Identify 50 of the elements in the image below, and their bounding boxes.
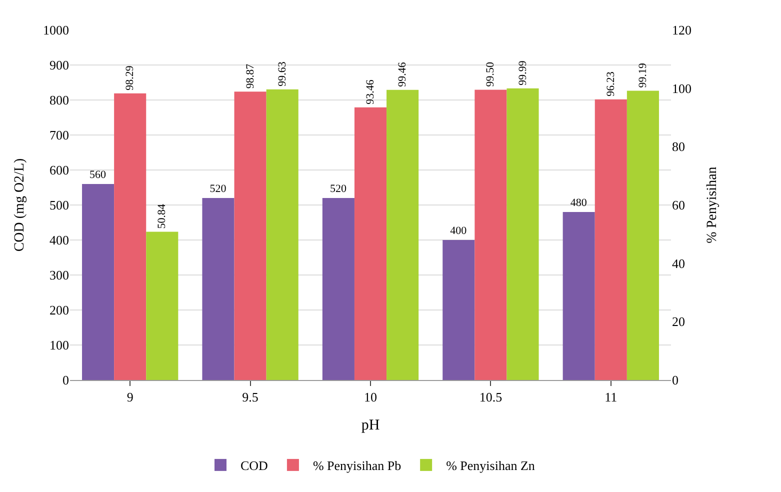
data-label: 99.46 xyxy=(396,62,409,87)
data-label: 96.23 xyxy=(604,71,617,96)
bar xyxy=(386,90,419,380)
y-tick-label: 100 xyxy=(50,338,69,353)
data-label: 99.99 xyxy=(516,60,529,86)
data-label: 520 xyxy=(330,183,347,195)
legend-label: % Penyisihan Pb xyxy=(312,458,402,474)
bar xyxy=(506,88,539,380)
data-label: 98.87 xyxy=(244,63,256,89)
bar xyxy=(474,90,507,380)
y-tick-label: 0 xyxy=(62,372,69,388)
data-label: 99.50 xyxy=(484,62,497,87)
data-label: 50.84 xyxy=(156,203,168,229)
data-label: 98.29 xyxy=(124,65,136,90)
y2-tick-label: 80 xyxy=(672,139,685,154)
x-tick-label: 9.5 xyxy=(242,390,258,405)
x-tick-label: 10 xyxy=(364,390,377,405)
y-tick-label: 1000 xyxy=(43,22,69,38)
y-tick-label: 600 xyxy=(50,162,69,178)
y2-axis-title: % Penyisihan xyxy=(704,166,720,244)
x-tick-label: 9 xyxy=(126,390,134,405)
y-tick-label: 700 xyxy=(50,128,69,143)
y2-tick-label: 20 xyxy=(672,314,685,330)
legend-label: % Penyisihan Zn xyxy=(446,458,536,474)
y-tick-label: 500 xyxy=(50,198,69,213)
y-tick-label: 300 xyxy=(50,268,69,283)
y-axis-title: COD (mg O2/L) xyxy=(12,158,28,252)
y2-tick-label: 100 xyxy=(672,80,692,96)
y2-tick-label: 40 xyxy=(672,256,685,271)
y-tick-label: 400 xyxy=(50,232,69,248)
bar xyxy=(266,89,298,380)
data-label: 93.46 xyxy=(364,79,376,104)
data-label: 400 xyxy=(450,225,468,237)
data-label: 520 xyxy=(210,183,227,195)
bar xyxy=(626,90,659,380)
x-axis-title: pH xyxy=(361,418,380,434)
data-label: 480 xyxy=(570,197,588,209)
y-tick-label: 900 xyxy=(50,58,69,73)
data-label: 99.63 xyxy=(276,61,288,86)
legend-label: COD xyxy=(240,458,268,474)
y2-tick-label: 60 xyxy=(672,198,685,213)
x-tick-label: 10.5 xyxy=(479,390,502,405)
y-tick-label: 200 xyxy=(50,302,69,318)
y2-tick-label: 120 xyxy=(672,22,692,38)
y-tick-label: 800 xyxy=(50,92,69,108)
data-label: 99.19 xyxy=(636,62,649,88)
bar xyxy=(146,232,178,380)
data-label: 560 xyxy=(90,169,107,181)
y2-tick-label: 0 xyxy=(672,372,678,388)
x-tick-label: 11 xyxy=(604,390,618,405)
